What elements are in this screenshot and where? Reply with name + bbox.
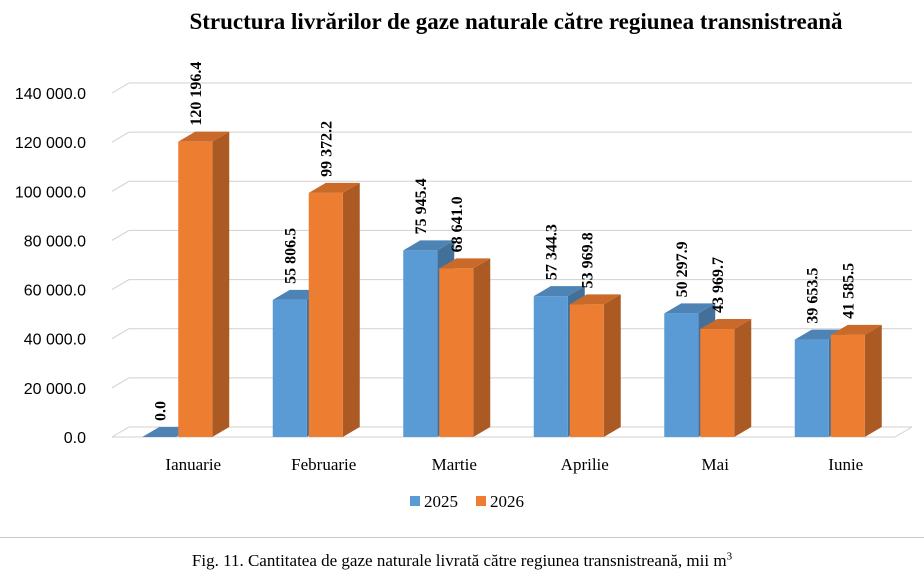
x-tick-label: Iunie [828, 455, 863, 474]
bar-front-face [308, 192, 343, 437]
data-label: 99 372.2 [319, 121, 336, 177]
bar-top-face [439, 258, 491, 269]
gridline-depth [111, 180, 130, 192]
data-label: 41 585.5 [841, 263, 858, 319]
gridline-depth [111, 377, 130, 389]
legend: 2025 2026 [410, 492, 524, 511]
bar-top-face [308, 182, 360, 193]
data-labels: 0.0 120 196.4 55 806.5 99 372.2 75 945.4 68 6… [152, 62, 858, 421]
bar-top-face [178, 131, 230, 142]
bar-front-face [569, 304, 604, 437]
data-label: 120 196.4 [188, 62, 205, 126]
data-label: 75 945.4 [413, 178, 430, 234]
bar-front-face [439, 268, 474, 437]
bar-top-face [830, 324, 882, 335]
y-tick-label: 140 000.0 [15, 86, 86, 103]
bar-front-face [794, 339, 829, 437]
legend-swatch-2026 [476, 496, 486, 506]
bar-top-face [533, 286, 585, 297]
floor-right-edge [894, 426, 913, 438]
bar-2026-februarie [308, 182, 360, 437]
y-tick-label: 40 000.0 [24, 332, 86, 349]
data-label: 53 969.8 [580, 232, 597, 288]
bar-2026-mai [700, 318, 752, 437]
bar-front-face [700, 328, 735, 437]
bar-front-face [272, 299, 307, 437]
chart-title: Structura livrărilor de gaze naturale că… [189, 9, 843, 34]
chart: Structura livrărilor de gaze naturale că… [15, 9, 913, 511]
bar-side-face [603, 294, 621, 437]
x-tick-label: Aprilie [561, 455, 609, 474]
bar-side-face [473, 258, 491, 437]
bar-front-face [178, 141, 213, 437]
y-tick-label: 100 000.0 [15, 184, 86, 201]
legend-label-2026: 2026 [490, 492, 524, 511]
bar-2026-ianuarie [178, 131, 230, 437]
x-tick-label: Martie [432, 455, 477, 474]
data-label: 68 641.0 [449, 196, 466, 252]
bar-top-face [403, 240, 455, 251]
figure-caption: Fig. 11. Cantitatea de gaze naturale liv… [0, 551, 924, 571]
divider [0, 537, 924, 538]
x-tick-label: Februarie [291, 455, 356, 474]
bar-side-face [342, 182, 360, 437]
bar-top-face [664, 303, 716, 314]
gridline-depth [111, 279, 130, 291]
x-tick-label: Mai [702, 455, 730, 474]
gridline-depth [111, 426, 130, 438]
gridline-depth [111, 229, 130, 241]
legend-label-2025: 2025 [424, 492, 458, 511]
bar-front-face [830, 334, 865, 437]
data-label: 55 806.5 [283, 228, 300, 284]
bar-2026-martie [439, 258, 491, 437]
bar-front-face [403, 250, 438, 437]
caption-superscript: 3 [726, 550, 733, 563]
bar-side-face [212, 131, 230, 437]
gridlines [111, 82, 913, 438]
bar-top-face [569, 294, 621, 305]
bar-2026-iunie [830, 324, 882, 437]
y-tick-label: 20 000.0 [24, 381, 86, 398]
legend-swatch-2025 [410, 496, 420, 506]
y-tick-label: 0.0 [64, 430, 86, 447]
bar-front-face [664, 313, 699, 437]
data-label: 57 344.3 [544, 224, 561, 280]
bar-top-face [700, 318, 752, 329]
gridline-depth [111, 328, 130, 340]
gridline-depth [111, 131, 130, 143]
y-tick-label: 120 000.0 [15, 135, 86, 152]
bar-2026-aprilie [569, 294, 621, 437]
data-label: 43 969.7 [710, 257, 727, 313]
bars [142, 131, 882, 437]
caption-text: Fig. 11. Cantitatea de gaze naturale liv… [191, 551, 727, 570]
y-tick-label: 80 000.0 [24, 233, 86, 250]
gridline-depth [111, 82, 130, 94]
bar-side-face [734, 318, 752, 437]
data-label: 50 297.9 [674, 241, 691, 297]
bar-front-face [533, 296, 568, 437]
x-tick-label: Ianuarie [165, 455, 221, 474]
bar-side-face [864, 324, 882, 437]
axes: 0.0 20 000.0 40 000.0 60 000.0 80 000.0 100 0… [15, 86, 863, 474]
data-label: 0.0 [152, 401, 169, 421]
y-tick-label: 60 000.0 [24, 283, 86, 300]
data-label: 39 653.5 [805, 268, 822, 324]
